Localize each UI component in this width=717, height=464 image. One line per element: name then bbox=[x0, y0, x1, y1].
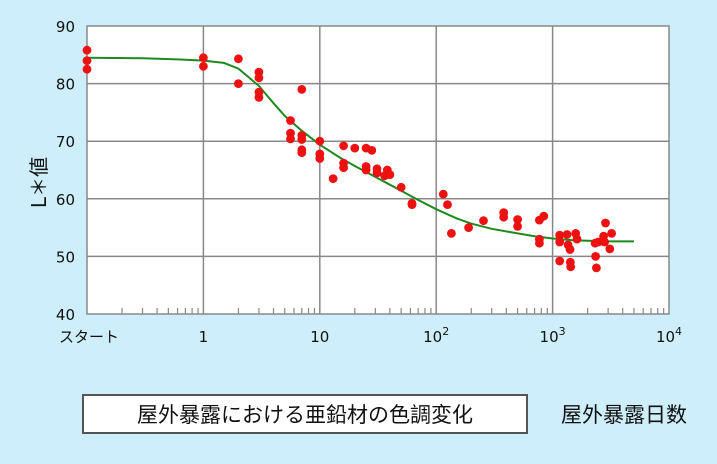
data-point bbox=[367, 146, 377, 155]
data-point bbox=[499, 212, 509, 222]
x-axis-label: 屋外暴露日数 bbox=[561, 403, 687, 427]
data-point bbox=[593, 237, 603, 247]
data-point bbox=[361, 165, 371, 175]
x-tick-label: 10 bbox=[310, 328, 329, 346]
data-point bbox=[372, 168, 382, 178]
data-point bbox=[438, 189, 448, 199]
data-point bbox=[443, 200, 452, 210]
data-point bbox=[385, 170, 395, 180]
x-tick-label: 104 bbox=[656, 325, 682, 346]
data-point bbox=[254, 93, 264, 102]
data-point bbox=[396, 182, 406, 192]
data-point bbox=[328, 174, 338, 184]
data-point bbox=[600, 237, 609, 247]
data-point bbox=[199, 61, 208, 71]
data-point bbox=[592, 263, 601, 273]
data-point bbox=[339, 141, 348, 151]
data-point bbox=[555, 256, 565, 266]
y-tick-label: 70 bbox=[56, 133, 75, 151]
data-point bbox=[607, 229, 616, 238]
data-point bbox=[234, 79, 243, 88]
data-point bbox=[601, 218, 610, 228]
data-point bbox=[315, 154, 325, 163]
y-tick-label: 60 bbox=[56, 191, 75, 209]
chart-caption: 屋外暴露における亜鉛材の色調変化 bbox=[82, 394, 528, 434]
data-point bbox=[254, 73, 264, 83]
data-point bbox=[234, 54, 243, 64]
data-point bbox=[339, 163, 348, 173]
data-point bbox=[82, 45, 92, 55]
data-point bbox=[566, 262, 576, 272]
data-point bbox=[447, 229, 456, 238]
y-axis-label: L＊値 bbox=[27, 156, 52, 209]
data-point bbox=[297, 85, 307, 94]
data-point bbox=[555, 230, 565, 240]
data-point bbox=[199, 53, 208, 63]
data-point bbox=[591, 252, 600, 261]
data-point bbox=[479, 216, 488, 226]
data-point bbox=[286, 134, 295, 144]
y-tick-label: 40 bbox=[56, 306, 75, 324]
x-tick-label: 102 bbox=[423, 325, 449, 346]
data-point bbox=[572, 234, 582, 244]
data-point bbox=[407, 200, 417, 210]
data-point bbox=[82, 64, 92, 74]
data-point bbox=[464, 223, 473, 233]
x-tick-label: 1 bbox=[199, 328, 209, 346]
data-point bbox=[297, 148, 307, 158]
data-point bbox=[315, 136, 325, 146]
data-point bbox=[539, 211, 549, 221]
data-point bbox=[297, 135, 307, 144]
x-tick-label: スタート bbox=[59, 328, 119, 346]
data-point bbox=[535, 238, 544, 248]
y-tick-label: 80 bbox=[56, 76, 75, 94]
x-tick-label: 103 bbox=[540, 325, 566, 346]
data-point bbox=[350, 143, 360, 153]
data-point bbox=[82, 56, 92, 65]
data-point bbox=[565, 245, 575, 254]
data-point bbox=[605, 244, 615, 254]
data-point bbox=[513, 215, 522, 224]
data-point bbox=[513, 222, 522, 231]
y-tick-label: 90 bbox=[56, 18, 75, 36]
data-point bbox=[286, 116, 295, 125]
data-point bbox=[562, 230, 572, 239]
y-tick-label: 50 bbox=[56, 248, 75, 266]
data-point bbox=[555, 237, 565, 247]
